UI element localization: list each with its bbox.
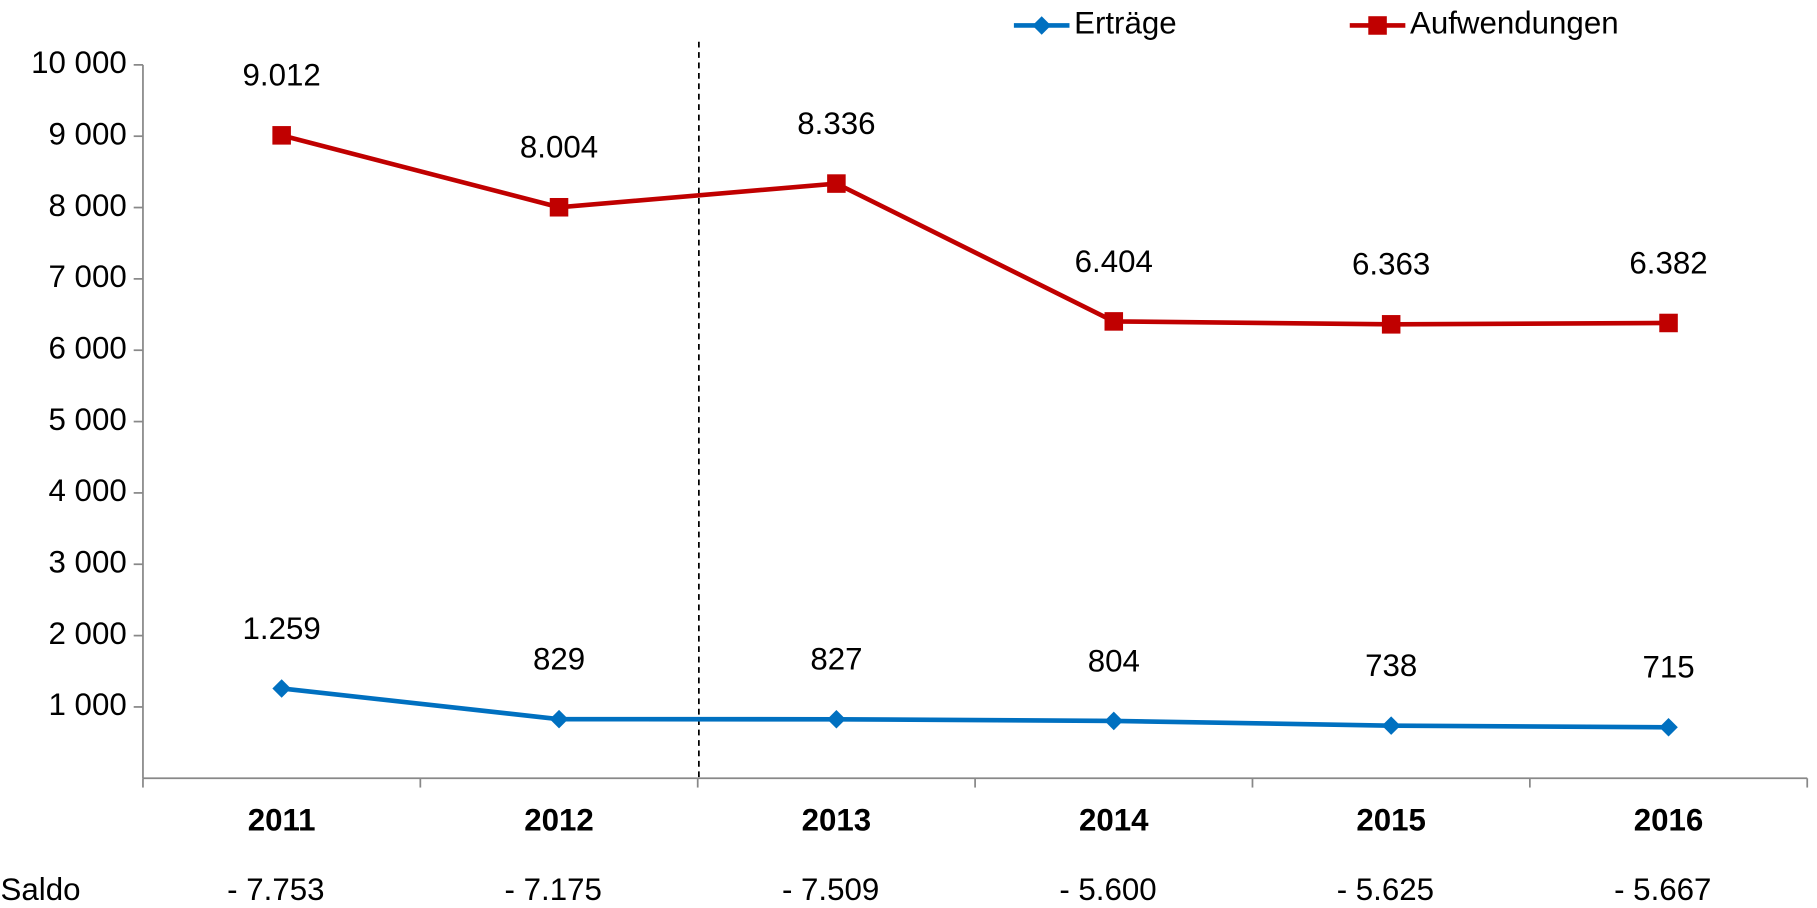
saldo-value: - 5.600 xyxy=(1059,872,1156,907)
data-point xyxy=(549,709,569,729)
y-tick-label: 9 000 xyxy=(48,116,126,151)
data-label: 8.336 xyxy=(797,106,875,141)
data-label: 6.404 xyxy=(1075,244,1153,279)
y-tick-label: 2 000 xyxy=(48,616,126,651)
legend-marker xyxy=(1032,16,1051,35)
saldo-label: Saldo xyxy=(1,872,81,907)
data-point xyxy=(1104,312,1124,331)
data-point xyxy=(549,197,569,217)
data-label: 9.012 xyxy=(243,58,321,93)
saldo-value: - 5.625 xyxy=(1337,872,1434,907)
y-tick-label: 10 000 xyxy=(31,45,127,80)
legend-marker xyxy=(1368,16,1387,35)
data-point xyxy=(1104,711,1124,731)
series-line xyxy=(281,133,1669,327)
y-tick-label: 1 000 xyxy=(48,687,126,722)
data-label: 1.259 xyxy=(243,611,321,646)
x-tick-label: 2015 xyxy=(1356,803,1426,838)
saldo-value: - 7.175 xyxy=(505,872,602,907)
data-label: 6.382 xyxy=(1629,245,1707,280)
x-tick-label: 2013 xyxy=(802,803,872,838)
data-label: 829 xyxy=(533,641,585,676)
x-tick-label: 2012 xyxy=(524,803,594,838)
data-label: 804 xyxy=(1088,643,1140,678)
y-tick-label: 3 000 xyxy=(48,545,126,580)
data-point xyxy=(272,126,291,145)
saldo-value: - 7.753 xyxy=(227,872,324,907)
data-point xyxy=(1381,716,1401,735)
data-point xyxy=(1381,315,1401,334)
y-tick-label: 4 000 xyxy=(48,473,126,508)
legend-label: Aufwendungen xyxy=(1410,6,1619,41)
data-label: 8.004 xyxy=(520,130,598,165)
data-point xyxy=(1659,718,1678,737)
saldo-value: - 7.509 xyxy=(782,872,879,907)
x-tick-label: 2014 xyxy=(1079,803,1149,838)
y-tick-label: 6 000 xyxy=(48,330,126,365)
data-point xyxy=(272,679,291,698)
series-line xyxy=(281,686,1669,730)
data-label: 715 xyxy=(1642,650,1694,685)
data-label: 827 xyxy=(810,642,862,677)
data-point xyxy=(827,710,846,729)
y-tick-label: 7 000 xyxy=(48,259,126,294)
data-label: 738 xyxy=(1365,648,1417,683)
y-tick-label: 8 000 xyxy=(48,188,126,223)
saldo-value: - 5.667 xyxy=(1614,872,1711,907)
y-tick-label: 5 000 xyxy=(48,402,126,437)
legend-label: Erträge xyxy=(1074,6,1177,41)
x-tick-label: 2011 xyxy=(248,803,316,838)
x-tick-label: 2016 xyxy=(1634,803,1704,838)
data-point xyxy=(1659,313,1678,333)
data-label: 6.363 xyxy=(1352,247,1430,282)
data-point xyxy=(827,174,846,193)
